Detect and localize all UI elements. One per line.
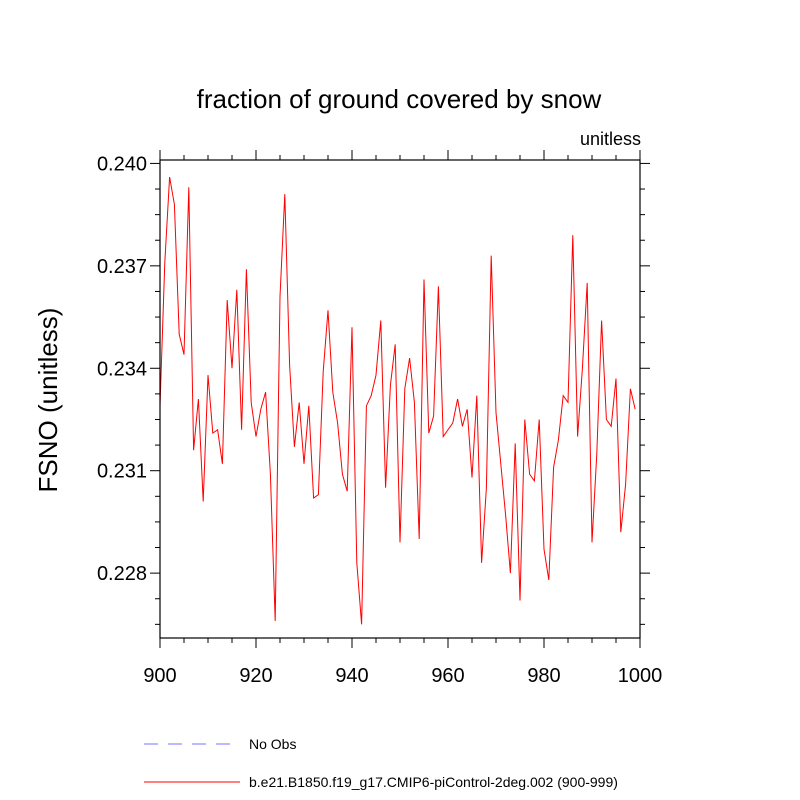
x-tick-label: 940 xyxy=(335,665,368,687)
y-tick-label: 0.234 xyxy=(97,358,147,380)
y-tick-label: 0.228 xyxy=(97,563,147,585)
legend: No Obs b.e21.B1850.f19_g17.CMIP6-piContr… xyxy=(144,736,618,790)
y-tick-label: 0.240 xyxy=(97,153,147,175)
x-tick-label: 920 xyxy=(239,665,272,687)
y-axis-label: FSNO (unitless) xyxy=(33,308,63,493)
chart-title: fraction of ground covered by snow xyxy=(197,84,602,114)
y-tick-label: 0.237 xyxy=(97,256,147,278)
x-tick-label: 1000 xyxy=(618,665,663,687)
y-tick-label: 0.231 xyxy=(97,461,147,483)
legend-label-no-obs: No Obs xyxy=(249,736,296,752)
units-label: unitless xyxy=(580,129,641,149)
x-axis: 900 920 940 960 980 1000 xyxy=(143,150,662,687)
plot-frame xyxy=(159,159,641,639)
x-tick-label: 960 xyxy=(431,665,464,687)
series-layer xyxy=(159,176,636,625)
series-line xyxy=(159,176,636,625)
legend-label-model: b.e21.B1850.f19_g17.CMIP6-piControl-2deg… xyxy=(249,774,618,790)
x-tick-label: 900 xyxy=(143,665,176,687)
y-axis: 0.228 0.231 0.234 0.237 0.240 xyxy=(97,153,650,625)
x-tick-label: 980 xyxy=(527,665,560,687)
